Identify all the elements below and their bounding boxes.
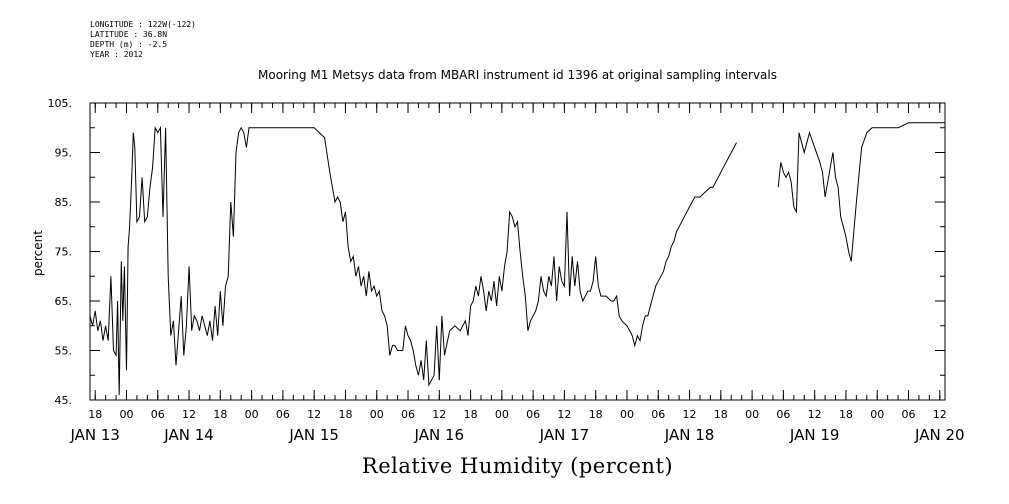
- series-group: [89, 122, 945, 396]
- x-day-label: JAN 20: [914, 426, 965, 444]
- x-day-label: JAN 15: [288, 426, 339, 444]
- x-tick-label: 00: [870, 408, 884, 421]
- x-tick-label: 00: [245, 408, 259, 421]
- longitude-text: LONGITUDE : 122W(-122): [90, 20, 196, 29]
- x-tick-label: 00: [620, 408, 634, 421]
- x-tick-label: 00: [119, 408, 133, 421]
- x-tick-label: 18: [714, 408, 728, 421]
- y-tick-label: 45.: [55, 394, 73, 407]
- y-tick-label: 65.: [55, 295, 73, 308]
- x-tick-label: 06: [651, 408, 665, 421]
- x-tick-label: 06: [276, 408, 290, 421]
- x-tick-label: 18: [338, 408, 352, 421]
- x-tick-label: 12: [432, 408, 446, 421]
- x-tick-label: 12: [683, 408, 697, 421]
- series-line: [89, 125, 737, 396]
- x-tick-label: 12: [557, 408, 571, 421]
- x-tick-label: 12: [182, 408, 196, 421]
- series-line: [777, 122, 945, 262]
- x-tick-label: 06: [902, 408, 916, 421]
- x-day-label: JAN 16: [414, 426, 465, 444]
- plot-frame: [89, 102, 946, 401]
- x-day-label: JAN 19: [789, 426, 840, 444]
- y-tick-label: 75.: [55, 246, 73, 259]
- x-tick-label: 00: [745, 408, 759, 421]
- x-tick-label: 18: [839, 408, 853, 421]
- x-tick-label: 06: [151, 408, 165, 421]
- axes-group: 45. 55. 65. 75. 85. 95. 105. 18 00 06 12 18 00 06 12 18…: [48, 97, 965, 444]
- metadata-block: LONGITUDE : 122W(-122) LATITUDE : 36.8N …: [90, 20, 196, 60]
- y-tick-label: 105.: [48, 97, 73, 110]
- x-tick-label: 12: [808, 408, 822, 421]
- x-tick-label: 18: [88, 408, 102, 421]
- latitude-text: LATITUDE : 36.8N: [90, 30, 168, 39]
- x-day-label: JAN 14: [163, 426, 214, 444]
- x-tick-label: 12: [307, 408, 321, 421]
- year-text: YEAR : 2012: [90, 50, 143, 59]
- x-tick-label: 06: [776, 408, 790, 421]
- x-tick-label: 06: [401, 408, 415, 421]
- y-axis-label: percent: [31, 230, 45, 276]
- y-tick-label: 95.: [55, 147, 73, 160]
- chart-title: Mooring M1 Metsys data from MBARI instru…: [258, 68, 777, 82]
- y-tick-label: 55.: [55, 345, 73, 358]
- y-tick-label: 85.: [55, 196, 73, 209]
- x-tick-label: 18: [464, 408, 478, 421]
- x-tick-label: 00: [370, 408, 384, 421]
- x-tick-label: 06: [526, 408, 540, 421]
- x-tick-label: 18: [213, 408, 227, 421]
- depth-text: DEPTH (m) : -2.5: [90, 40, 168, 49]
- x-tick-label: 12: [933, 408, 947, 421]
- x-day-label: JAN 18: [664, 426, 715, 444]
- x-day-label: JAN 17: [539, 426, 590, 444]
- x-axis-label: Relative Humidity (percent): [361, 454, 674, 478]
- x-day-label: JAN 13: [69, 426, 120, 444]
- x-tick-label: 00: [495, 408, 509, 421]
- x-tick-label: 18: [589, 408, 603, 421]
